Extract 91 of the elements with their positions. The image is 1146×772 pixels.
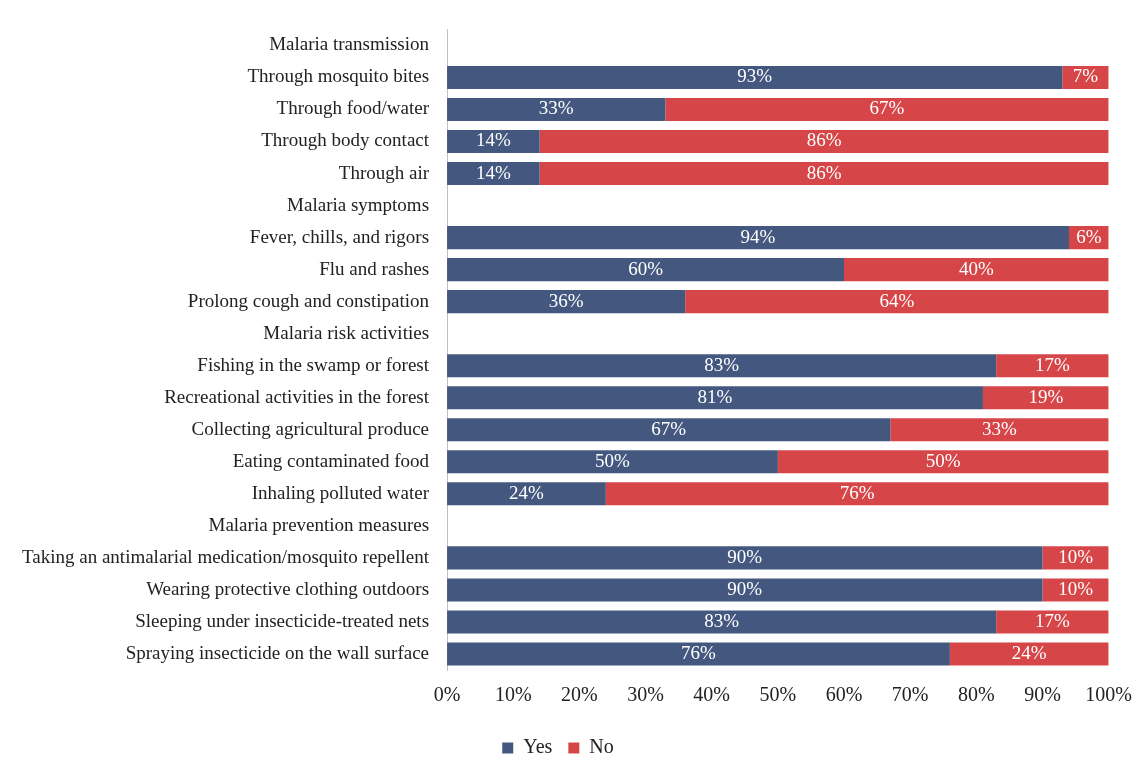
- bar: [447, 610, 997, 634]
- data-label: 7%: [1072, 65, 1099, 87]
- data-label: 76%: [839, 481, 875, 503]
- y-tick-label: Wearing protective clothing outdoors: [146, 577, 430, 599]
- y-tick-label: Prolong cough and constipation: [187, 289, 430, 311]
- data-label: 50%: [925, 449, 961, 471]
- data-label: 14%: [475, 129, 511, 151]
- x-tick-label: 0%: [433, 683, 461, 706]
- bar: [539, 129, 1109, 154]
- data-label: 90%: [727, 577, 763, 599]
- x-tick-label: 70%: [891, 683, 929, 706]
- y-tick-label: Recreational activities in the forest: [164, 385, 430, 407]
- bar: [890, 418, 1109, 442]
- y-tick-label: Collecting agricultural produce: [191, 417, 430, 439]
- bar: [685, 290, 1109, 314]
- y-tick-label: Sleeping under insecticide-treated nets: [135, 609, 430, 631]
- y-tick-label: Eating contaminated food: [232, 449, 430, 471]
- bar: [949, 642, 1109, 666]
- legend-label: Yes: [523, 735, 553, 758]
- data-label: 64%: [879, 289, 915, 311]
- data-label: 19%: [1028, 385, 1064, 407]
- y-tick-label: Spraying insecticide on the wall surface: [125, 641, 430, 663]
- data-label: 67%: [651, 417, 687, 439]
- y-tick-label: Fever, chills, and rigors: [249, 225, 430, 247]
- bar: [777, 450, 1109, 474]
- data-label: 50%: [595, 449, 631, 471]
- data-label: 83%: [704, 609, 740, 631]
- y-tick-label: Malaria risk activities: [263, 321, 430, 343]
- x-tick-label: 80%: [958, 683, 995, 706]
- data-label: 33%: [538, 97, 574, 119]
- data-label: 90%: [727, 545, 763, 567]
- data-label: 83%: [704, 353, 740, 375]
- data-label: 33%: [982, 417, 1018, 439]
- x-tick-label: 10%: [494, 683, 532, 706]
- y-tick-label: Through air: [338, 161, 430, 183]
- y-tick-label: Taking an antimalarial medication/mosquito repellent: [22, 545, 430, 567]
- x-tick-label: 60%: [825, 683, 863, 706]
- bar: [447, 546, 1043, 570]
- data-label: 60%: [628, 257, 664, 279]
- x-tick-label: 20%: [561, 683, 598, 706]
- bar: [447, 418, 891, 442]
- y-tick-label: Malaria prevention measures: [208, 513, 430, 535]
- bar: [447, 450, 778, 474]
- x-tick-label: 50%: [759, 683, 797, 706]
- bar: [996, 354, 1109, 378]
- data-label: 86%: [806, 129, 842, 151]
- bar: [447, 386, 983, 410]
- data-label: 17%: [1035, 609, 1071, 631]
- data-label: 14%: [475, 161, 511, 183]
- data-label: 40%: [958, 257, 994, 279]
- bar: [447, 578, 1043, 602]
- x-tick-label: 40%: [693, 683, 731, 706]
- data-label: 10%: [1058, 545, 1094, 567]
- bar: [982, 386, 1109, 410]
- y-tick-label: Through mosquito bites: [247, 65, 430, 87]
- bar: [447, 226, 1069, 250]
- data-label: 36%: [548, 289, 584, 311]
- bar: [447, 482, 606, 506]
- bar: [844, 258, 1109, 282]
- y-tick-label: Fishing in the swamp or forest: [197, 353, 430, 375]
- bar: [447, 354, 997, 378]
- bar: [447, 97, 666, 122]
- data-label: 17%: [1035, 353, 1071, 375]
- data-label: 6%: [1076, 225, 1102, 247]
- data-label: 94%: [740, 225, 776, 247]
- bar: [447, 258, 845, 282]
- data-label: 67%: [869, 97, 905, 119]
- x-tick-label: 100%: [1085, 683, 1133, 706]
- y-tick-label: Through body contact: [261, 129, 430, 151]
- data-label: 86%: [806, 161, 842, 183]
- y-tick-label: Through food/water: [276, 97, 430, 119]
- y-tick-label: Flu and rashes: [319, 257, 430, 279]
- y-tick-label: Inhaling polluted water: [251, 481, 430, 503]
- bar: [605, 482, 1109, 506]
- bar: [447, 290, 686, 314]
- x-tick-label: 90%: [1024, 683, 1061, 706]
- data-label: 24%: [1011, 641, 1047, 663]
- data-label: 81%: [697, 385, 733, 407]
- bar: [539, 162, 1109, 186]
- bar: [665, 97, 1109, 122]
- data-label: 93%: [737, 65, 773, 87]
- y-tick-label: Malaria symptoms: [287, 193, 430, 215]
- y-tick-label: Malaria transmission: [269, 33, 430, 55]
- data-label: 24%: [509, 481, 545, 503]
- bar: [447, 65, 1063, 89]
- x-tick-label: 30%: [627, 683, 664, 706]
- bar: [996, 610, 1109, 634]
- bar: [447, 642, 950, 666]
- legend-label: No: [589, 735, 614, 758]
- data-label: 76%: [681, 641, 717, 663]
- data-label: 10%: [1058, 577, 1094, 599]
